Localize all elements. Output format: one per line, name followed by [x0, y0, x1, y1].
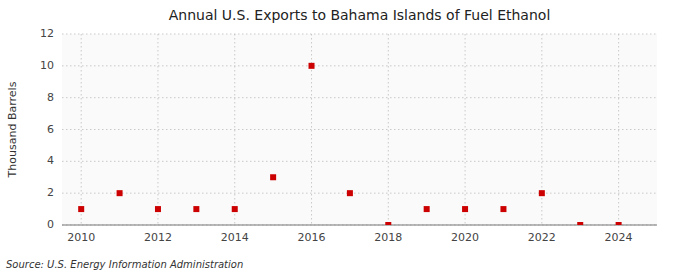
point: [616, 222, 622, 225]
x-grid-line: [388, 34, 389, 225]
y-tick-label: 12: [40, 27, 54, 40]
x-grid-line: [157, 34, 158, 225]
point: [347, 190, 353, 196]
point: [577, 222, 583, 225]
point: [385, 222, 391, 225]
grid: [62, 34, 657, 225]
y-grid-line: [62, 225, 657, 226]
point: [462, 206, 468, 212]
x-grid-line: [311, 34, 312, 225]
y-grid-line: [62, 97, 657, 98]
y-grid-line: [62, 193, 657, 194]
point: [117, 190, 123, 196]
x-tick-label: 2014: [221, 231, 249, 244]
y-tick-label: 4: [47, 154, 54, 167]
y-tick-label: 8: [47, 91, 54, 104]
y-tick-label: 6: [47, 123, 54, 136]
y-tick-label: 0: [47, 218, 54, 231]
x-tick-label: 2010: [67, 231, 95, 244]
x-tick-label: 2022: [528, 231, 556, 244]
x-grid-line: [234, 34, 235, 225]
x-axis-line: [62, 225, 657, 226]
point: [155, 206, 161, 212]
point: [270, 174, 276, 180]
y-tick-label: 10: [40, 59, 54, 72]
x-tick-label: 2012: [144, 231, 172, 244]
point: [424, 206, 430, 212]
x-grid-line: [541, 34, 542, 225]
title: Annual U.S. Exports to Bahama Islands of…: [169, 7, 551, 23]
y-grid-line: [62, 161, 657, 162]
x-grid-line: [618, 34, 619, 225]
point: [539, 190, 545, 196]
point: [232, 206, 238, 212]
point: [193, 206, 199, 212]
point: [309, 63, 315, 69]
plot-background: [62, 34, 657, 225]
chart: 0 2 4 6 8 10 12 2010 2012 2014 2016 2018 2020 2022 202…: [0, 0, 675, 275]
point: [500, 206, 506, 212]
point: [78, 206, 84, 212]
source-note: Source: U.S. Energy Information Administ…: [6, 259, 243, 270]
y-grid-line: [62, 65, 657, 66]
y-grid-line: [62, 129, 657, 130]
points: [78, 63, 621, 225]
chart-container: 0 2 4 6 8 10 12 2010 2012 2014 2016 2018 2020 2022 202…: [0, 0, 675, 275]
x-grid-line: [81, 34, 82, 225]
x-tick-label: 2024: [605, 231, 633, 244]
x-grid-line: [465, 34, 466, 225]
y-axis-label: Thousand Barrels: [6, 81, 19, 178]
x-tick-label: 2016: [298, 231, 326, 244]
y-tick-label: 2: [47, 186, 54, 199]
x-tick-label: 2018: [374, 231, 402, 244]
y-grid-line: [62, 34, 657, 35]
x-tick-label: 2020: [451, 231, 479, 244]
